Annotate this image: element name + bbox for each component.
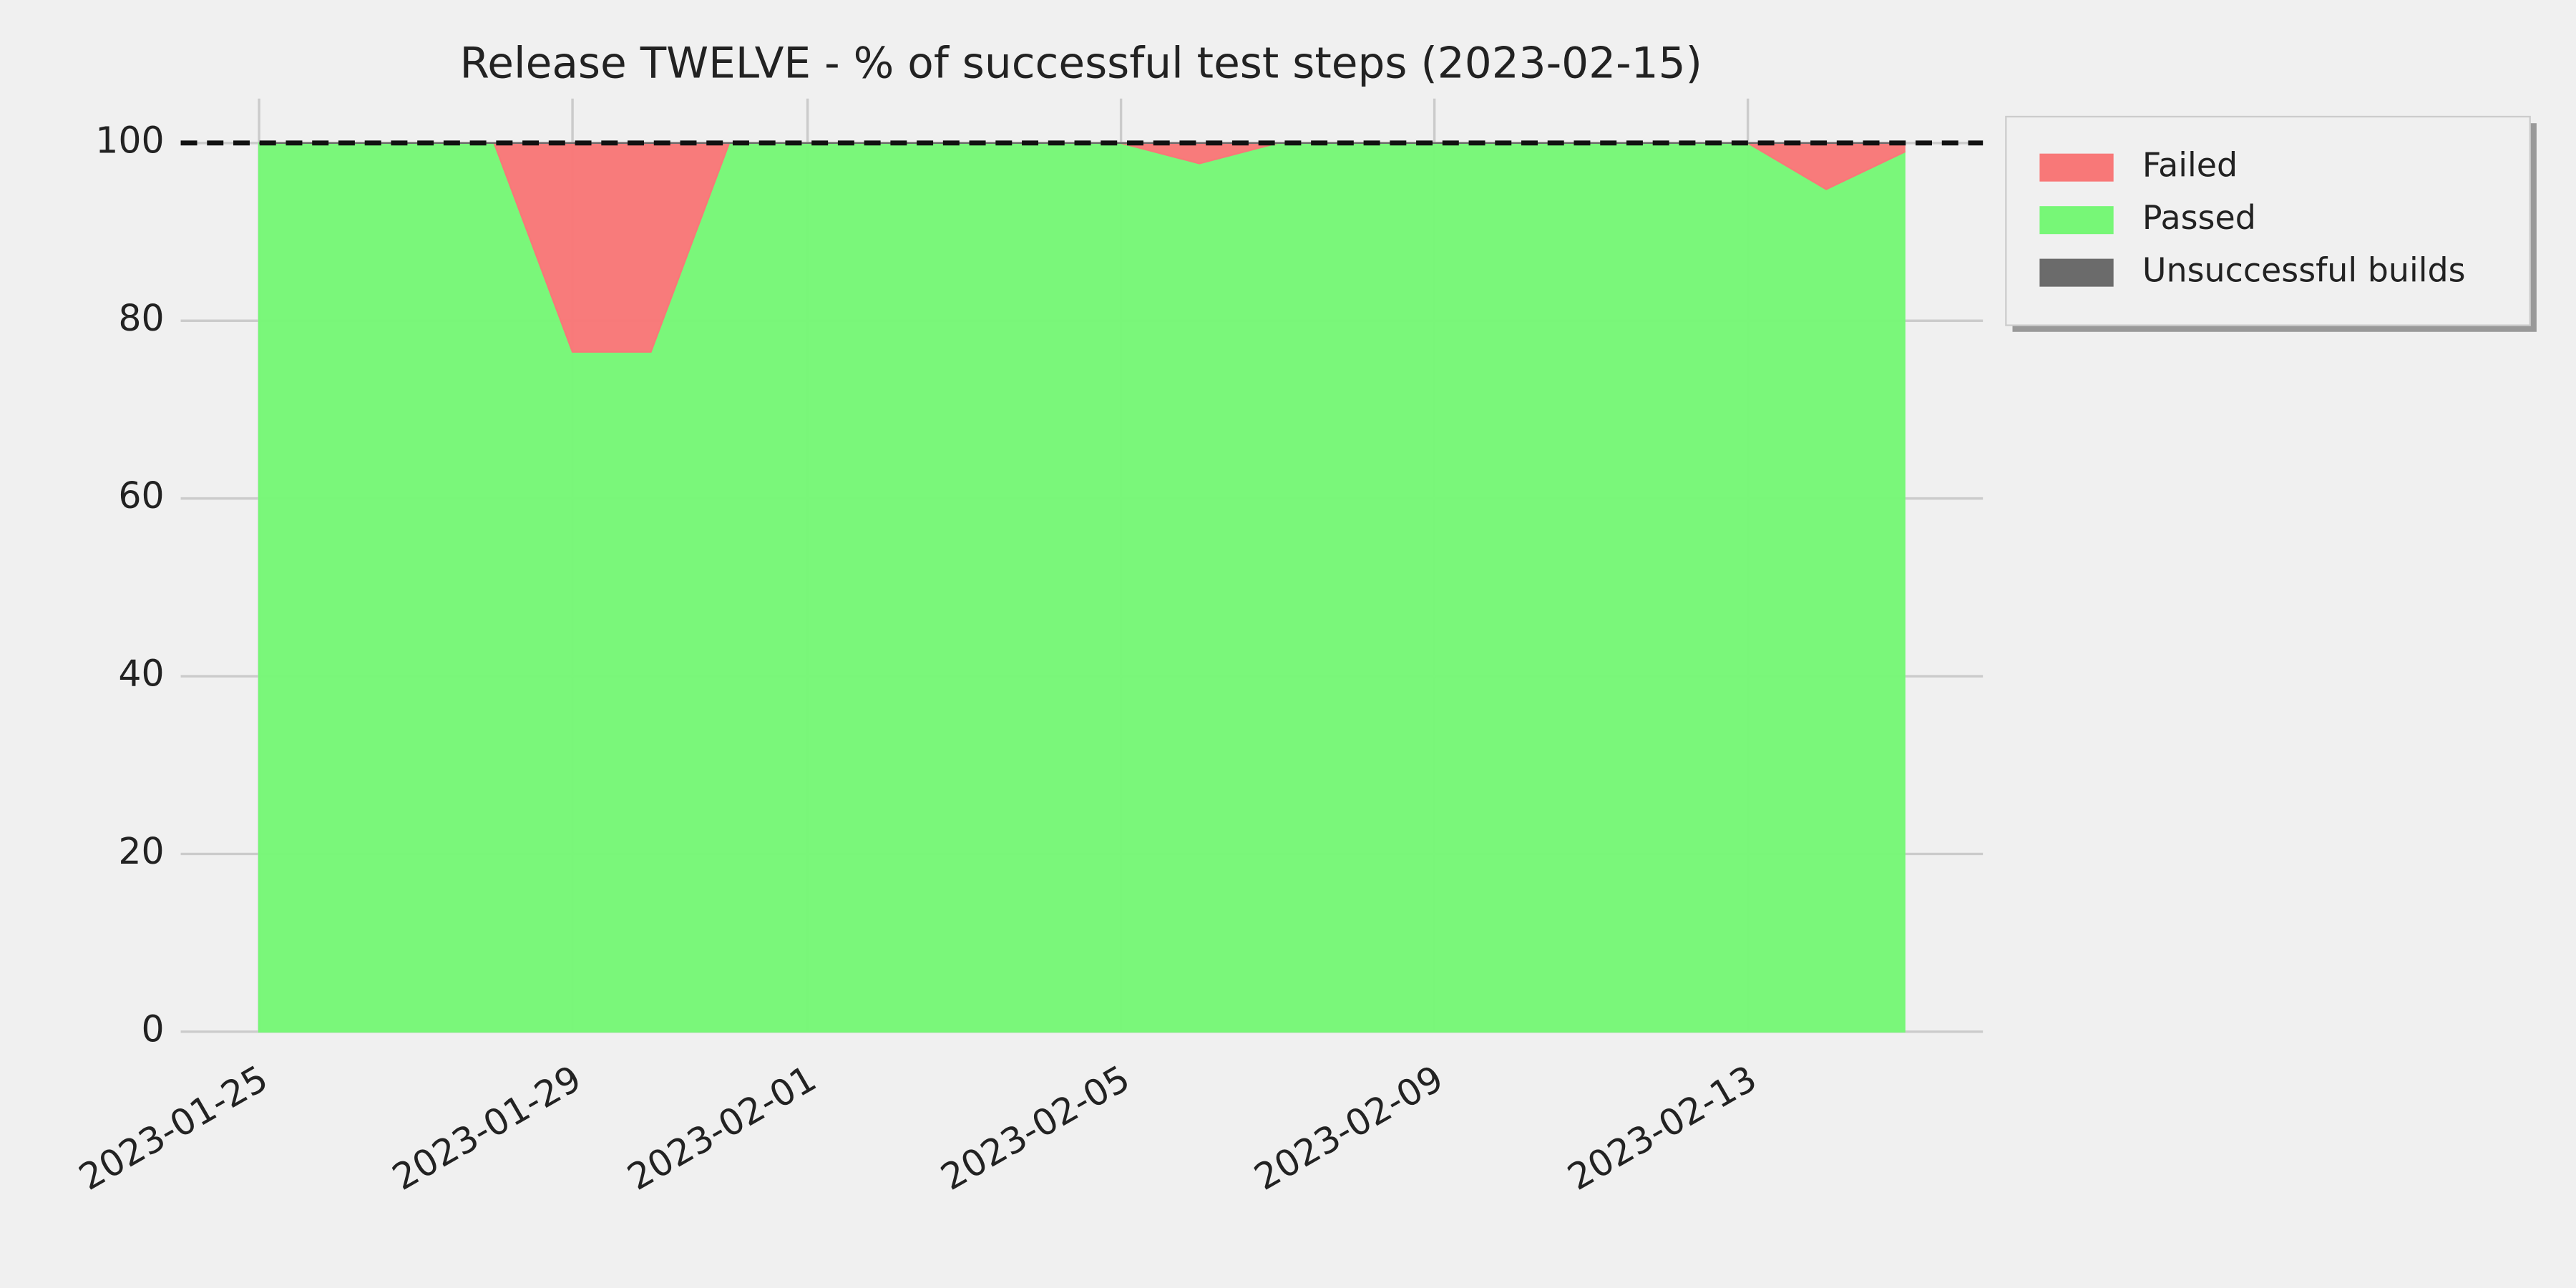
chart-title: Release TWELVE - % of successful test st… <box>460 39 1702 88</box>
legend-swatch <box>2039 206 2114 235</box>
legend-label: Failed <box>2142 146 2238 185</box>
legend-swatch <box>2039 153 2114 182</box>
legend-label: Passed <box>2142 198 2256 237</box>
y-tick-label: 40 <box>118 653 164 695</box>
legend: Failed Passed Unsuccessful builds <box>2005 115 2537 332</box>
legend-label: Unsuccessful builds <box>2142 251 2466 290</box>
y-tick-label: 100 <box>95 119 164 161</box>
area <box>258 142 1906 1033</box>
y-tick-label: 0 <box>141 1008 164 1050</box>
y-tick-label: 80 <box>118 297 164 339</box>
y-tick-label: 20 <box>118 830 164 872</box>
legend-swatch <box>2039 258 2114 287</box>
y-tick-label: 60 <box>118 474 164 517</box>
